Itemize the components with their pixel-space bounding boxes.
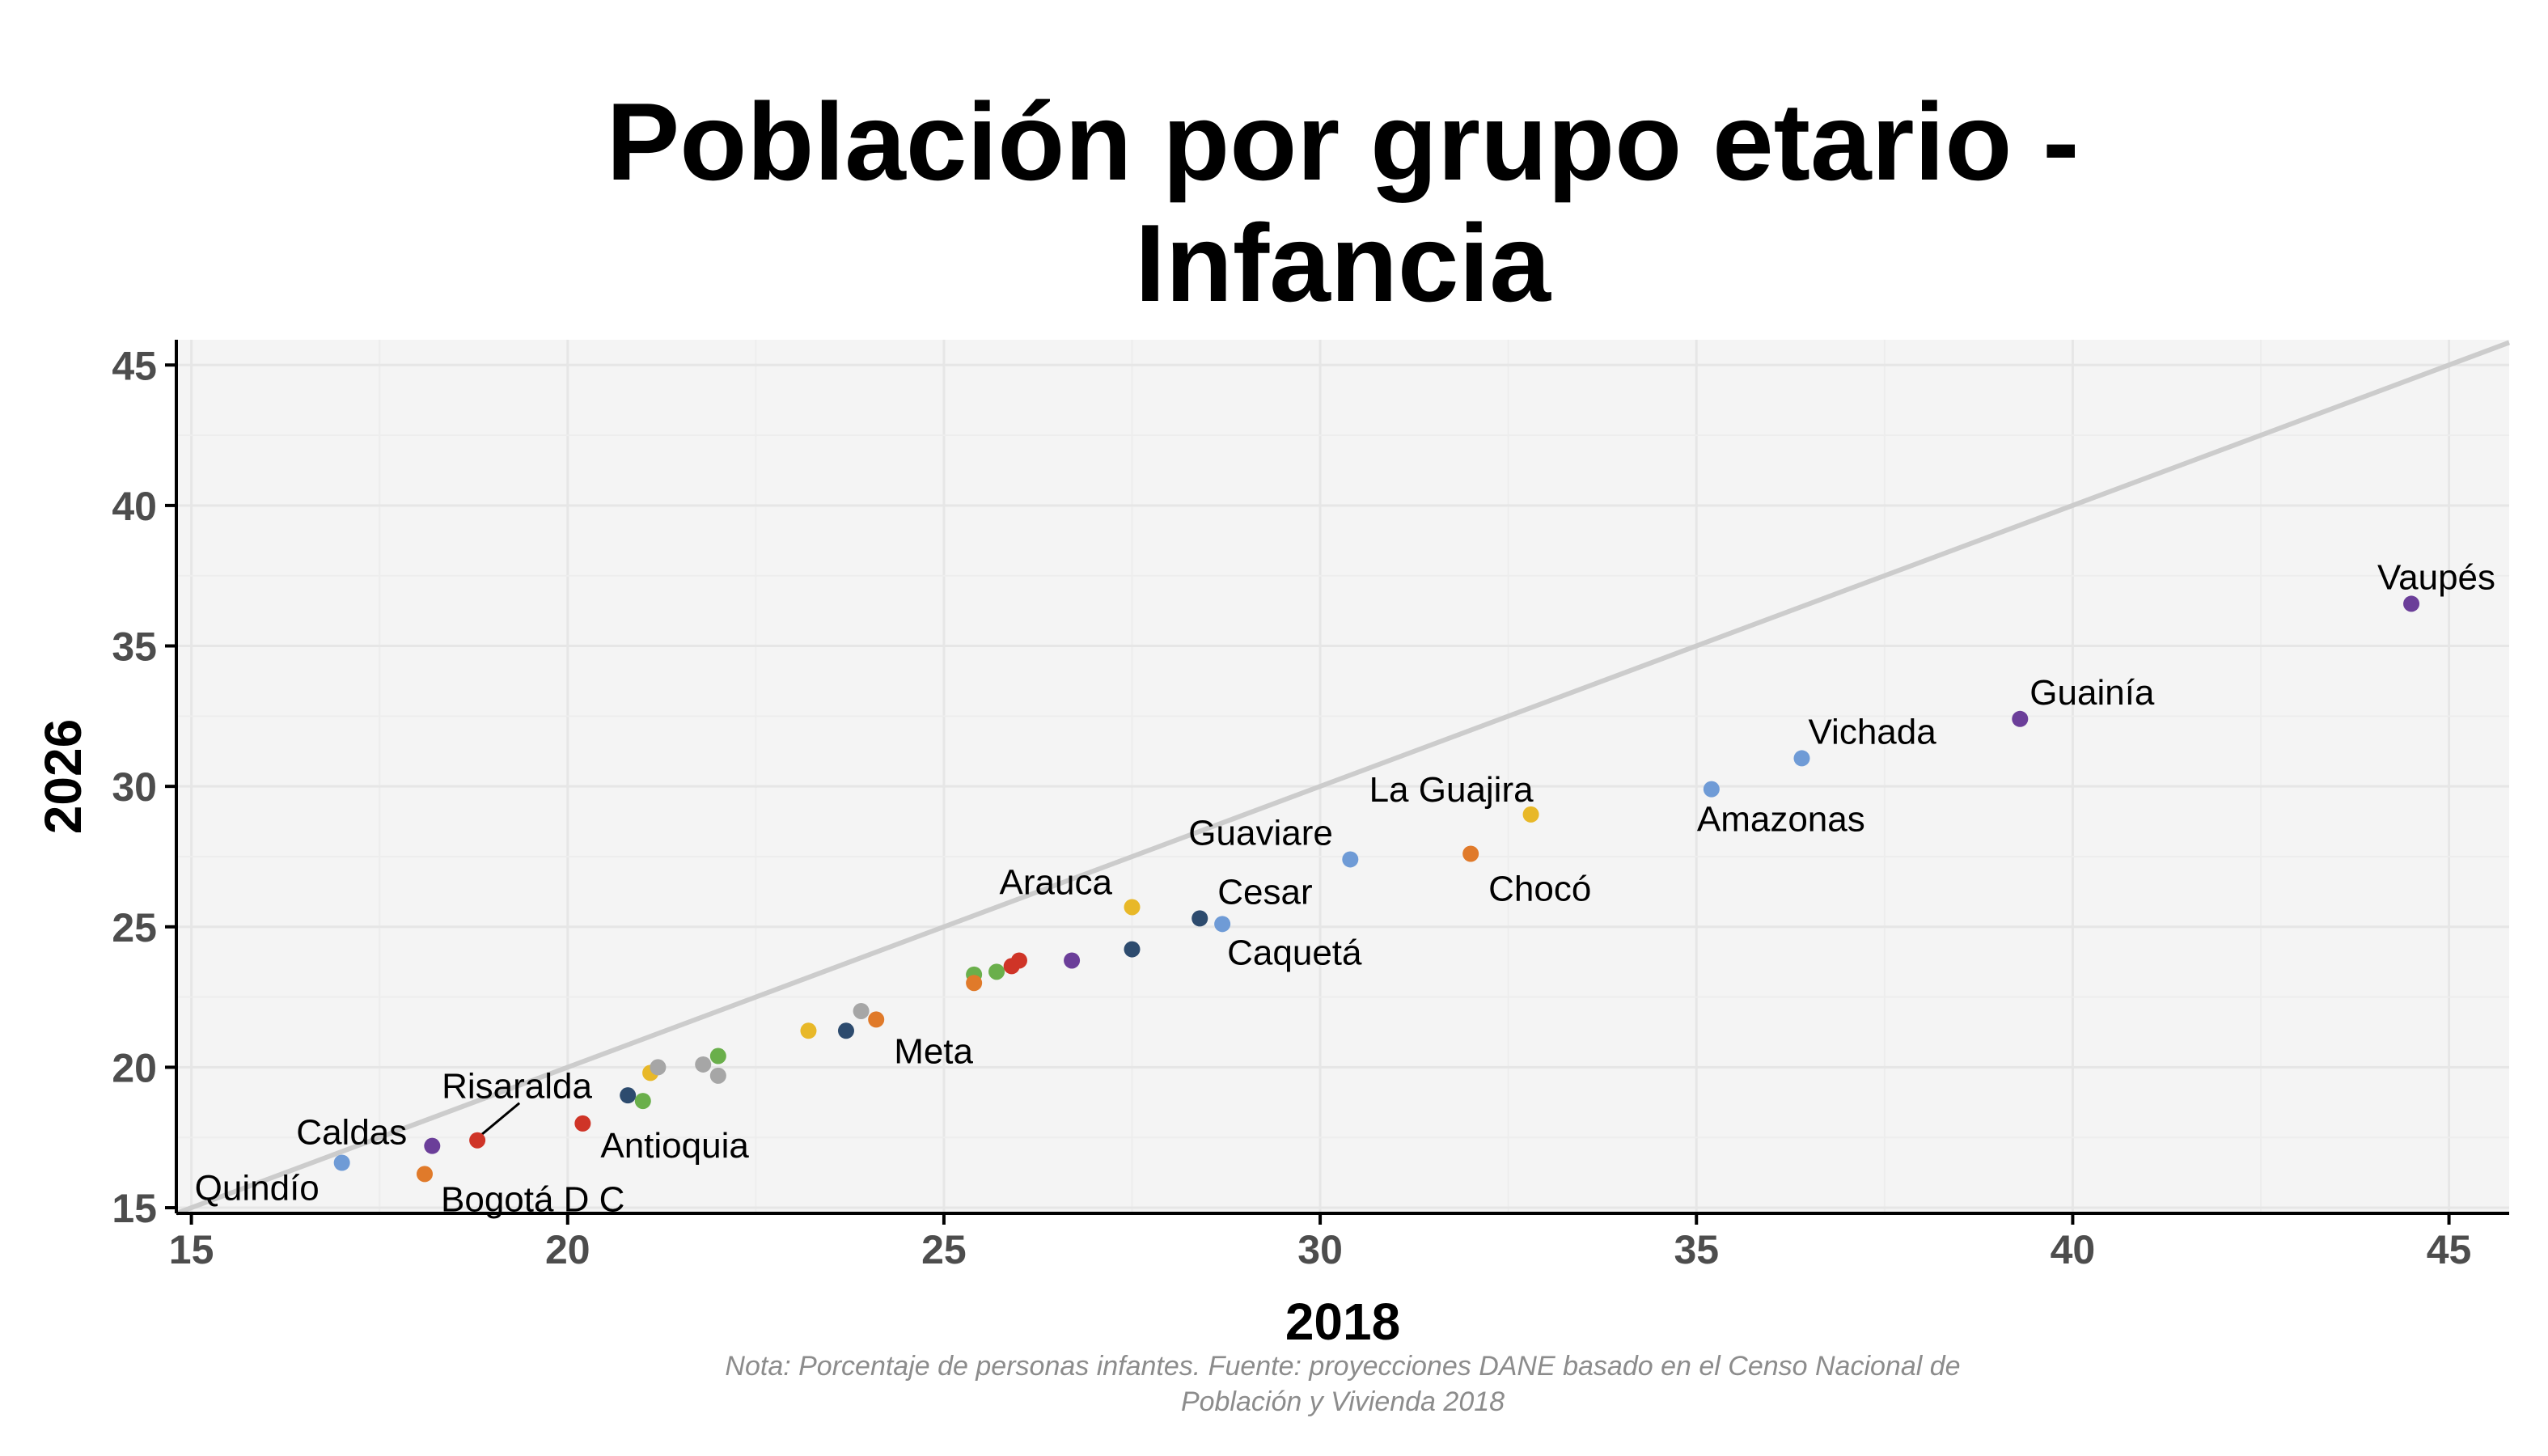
y-axis-ticks: 15 20 25 30 35 40 45 xyxy=(112,343,176,1231)
point-label: Guaviare xyxy=(1188,813,1333,853)
y-tick-label: 25 xyxy=(112,905,157,950)
y-tick-label: 15 xyxy=(112,1186,157,1231)
data-point xyxy=(1522,806,1539,823)
data-point xyxy=(424,1137,441,1154)
data-point xyxy=(1214,916,1231,933)
point-labels: Quindío Bogotá D CCaldasRisaraldaAntioqui… xyxy=(195,557,2495,1219)
data-point xyxy=(417,1166,434,1183)
point-label: Vaupés xyxy=(2377,557,2495,597)
data-point xyxy=(1124,899,1141,916)
data-point xyxy=(620,1087,637,1104)
data-point xyxy=(650,1059,667,1076)
point-label: Guainía xyxy=(2030,673,2155,713)
data-point xyxy=(966,975,983,992)
data-point xyxy=(2012,710,2029,727)
x-tick-label: 30 xyxy=(1297,1227,1343,1272)
data-point xyxy=(709,1048,726,1064)
x-tick-label: 15 xyxy=(169,1227,214,1272)
x-tick-label: 35 xyxy=(1674,1227,1719,1272)
footnote-line-2: Población y Vivienda 2018 xyxy=(1181,1386,1505,1417)
data-point xyxy=(1793,750,1810,767)
identity-reference-line xyxy=(175,340,2511,1216)
data-point xyxy=(868,1011,885,1028)
x-tick-label: 25 xyxy=(921,1227,967,1272)
x-tick-label: 20 xyxy=(545,1227,590,1272)
data-point xyxy=(800,1022,817,1039)
point-label: Arauca xyxy=(1000,862,1113,902)
point-label: Amazonas xyxy=(1697,800,1865,840)
data-point xyxy=(574,1115,591,1132)
point-label: Chocó xyxy=(1488,869,1591,908)
point-label: Caquetá xyxy=(1227,933,1362,972)
y-axis-title: 2026 xyxy=(34,719,92,834)
x-tick-label: 45 xyxy=(2427,1227,2472,1272)
point-label: La Guajira xyxy=(1369,770,1534,810)
x-tick-label: 40 xyxy=(2051,1227,2096,1272)
data-point xyxy=(695,1056,712,1073)
x-axis-title: 2018 xyxy=(1285,1293,1400,1351)
point-label: Cesar xyxy=(1217,872,1312,912)
y-tick-label: 40 xyxy=(112,484,157,529)
data-point xyxy=(709,1067,726,1084)
chart-title-line-2: Infancia xyxy=(1135,201,1551,324)
data-point xyxy=(1191,910,1208,927)
data-point xyxy=(1124,941,1141,958)
data-point xyxy=(988,963,1005,980)
data-point xyxy=(634,1093,651,1110)
data-point xyxy=(1064,952,1081,969)
data-point xyxy=(1462,845,1479,862)
grid-lines xyxy=(176,340,2509,1213)
x-axis-ticks: 15 20 25 30 35 40 45 xyxy=(169,1213,2472,1272)
data-point xyxy=(333,1154,350,1171)
point-label: Quindío xyxy=(195,1168,320,1208)
point-label: Antioquia xyxy=(600,1126,749,1166)
data-point xyxy=(1703,781,1720,798)
label-leader-lines xyxy=(480,1102,521,1136)
footnote-line-1: Nota: Porcentaje de personas infantes. F… xyxy=(725,1351,1960,1382)
data-point xyxy=(837,1022,854,1039)
data-point xyxy=(469,1132,486,1149)
point-label: Vichada xyxy=(1808,712,1936,751)
y-tick-label: 20 xyxy=(112,1045,157,1090)
chart-title-line-1: Población por grupo etario - xyxy=(607,80,2080,203)
y-tick-label: 45 xyxy=(112,343,157,388)
data-point xyxy=(853,1002,870,1019)
data-point xyxy=(1342,851,1359,868)
point-label: Meta xyxy=(894,1031,973,1071)
label-leader-line xyxy=(480,1102,521,1136)
point-label: Caldas xyxy=(296,1113,407,1153)
y-tick-label: 30 xyxy=(112,764,157,810)
data-point xyxy=(1010,952,1027,969)
point-label: Risaralda xyxy=(442,1067,592,1107)
data-point xyxy=(2403,595,2420,612)
y-tick-label: 35 xyxy=(112,624,157,670)
data-points xyxy=(333,595,2420,1183)
